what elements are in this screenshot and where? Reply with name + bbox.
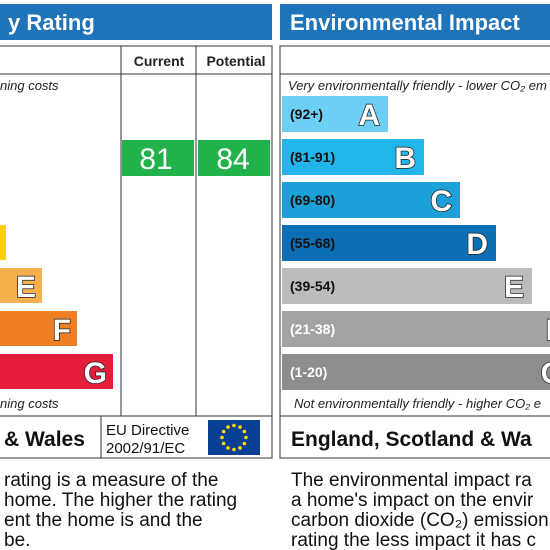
description: carbon dioxide (CO₂) emission [291, 510, 549, 531]
band-letter: E [504, 271, 524, 304]
description: home. The higher the rating [4, 490, 237, 511]
band [282, 311, 550, 347]
band [282, 182, 460, 218]
eu-stars [220, 423, 248, 452]
star [238, 446, 242, 450]
star [221, 441, 226, 446]
description: ent the home is and the [4, 510, 203, 531]
top-note: ning costs [0, 78, 59, 93]
description: a home's impact on the envir [291, 490, 534, 511]
footer: England, Scotland & Wa [291, 428, 532, 451]
description: The environmental impact ra [291, 470, 532, 491]
star [242, 429, 247, 434]
band-range: (69-80) [290, 192, 335, 208]
band [282, 268, 532, 304]
description: be. [4, 530, 30, 550]
star [242, 441, 247, 446]
band-letter: E [16, 271, 36, 304]
potential-rating: 84 [216, 143, 249, 176]
title: Environmental Impact [290, 10, 521, 35]
star [226, 425, 230, 429]
band-letter: F [53, 314, 71, 347]
band-letter: A [358, 99, 380, 132]
star [238, 425, 242, 429]
band-d [0, 225, 6, 260]
band-letter: F [546, 314, 550, 347]
panel-border [0, 45, 273, 459]
directive: 2002/91/EC [106, 440, 185, 457]
band-range: (1-20) [290, 364, 327, 380]
band [0, 268, 42, 303]
header-bar [280, 4, 550, 40]
band-range: (39-54) [290, 278, 335, 294]
band [282, 354, 550, 390]
band [0, 311, 77, 346]
band-range: (21-38) [290, 321, 335, 337]
band-range: (55-68) [290, 235, 335, 251]
star [220, 435, 224, 440]
band-letter: G [84, 357, 107, 390]
star [232, 423, 236, 428]
star [232, 447, 236, 452]
directive: EU Directive [106, 422, 189, 439]
band-letter: D [466, 228, 488, 261]
column-header: Current [134, 53, 185, 69]
bottom-note: ning costs [0, 396, 59, 411]
band [0, 354, 113, 389]
title: y Rating [8, 10, 95, 35]
star [221, 429, 226, 434]
potential-box [198, 140, 270, 176]
band [282, 96, 388, 132]
footer: & Wales [4, 428, 85, 451]
top-note: Very environmentally friendly - lower CO… [288, 78, 547, 93]
band [282, 139, 424, 175]
current-box [122, 140, 194, 176]
description: rating is a measure of the [4, 470, 218, 491]
star [226, 446, 230, 450]
panel-border [279, 45, 550, 459]
band-letter: C [430, 185, 452, 218]
band-letter: B [394, 142, 416, 175]
band-letter: G [541, 357, 550, 390]
band [282, 225, 496, 261]
current-rating: 81 [139, 143, 172, 176]
star [244, 435, 248, 440]
band-range: (92+) [290, 106, 323, 122]
band-range: (81-91) [290, 149, 335, 165]
header-bar [0, 4, 272, 40]
bottom-note: Not environmentally friendly - higher CO… [294, 396, 541, 411]
column-header: Potential [206, 53, 265, 69]
description: rating the less impact it has c [291, 530, 536, 550]
